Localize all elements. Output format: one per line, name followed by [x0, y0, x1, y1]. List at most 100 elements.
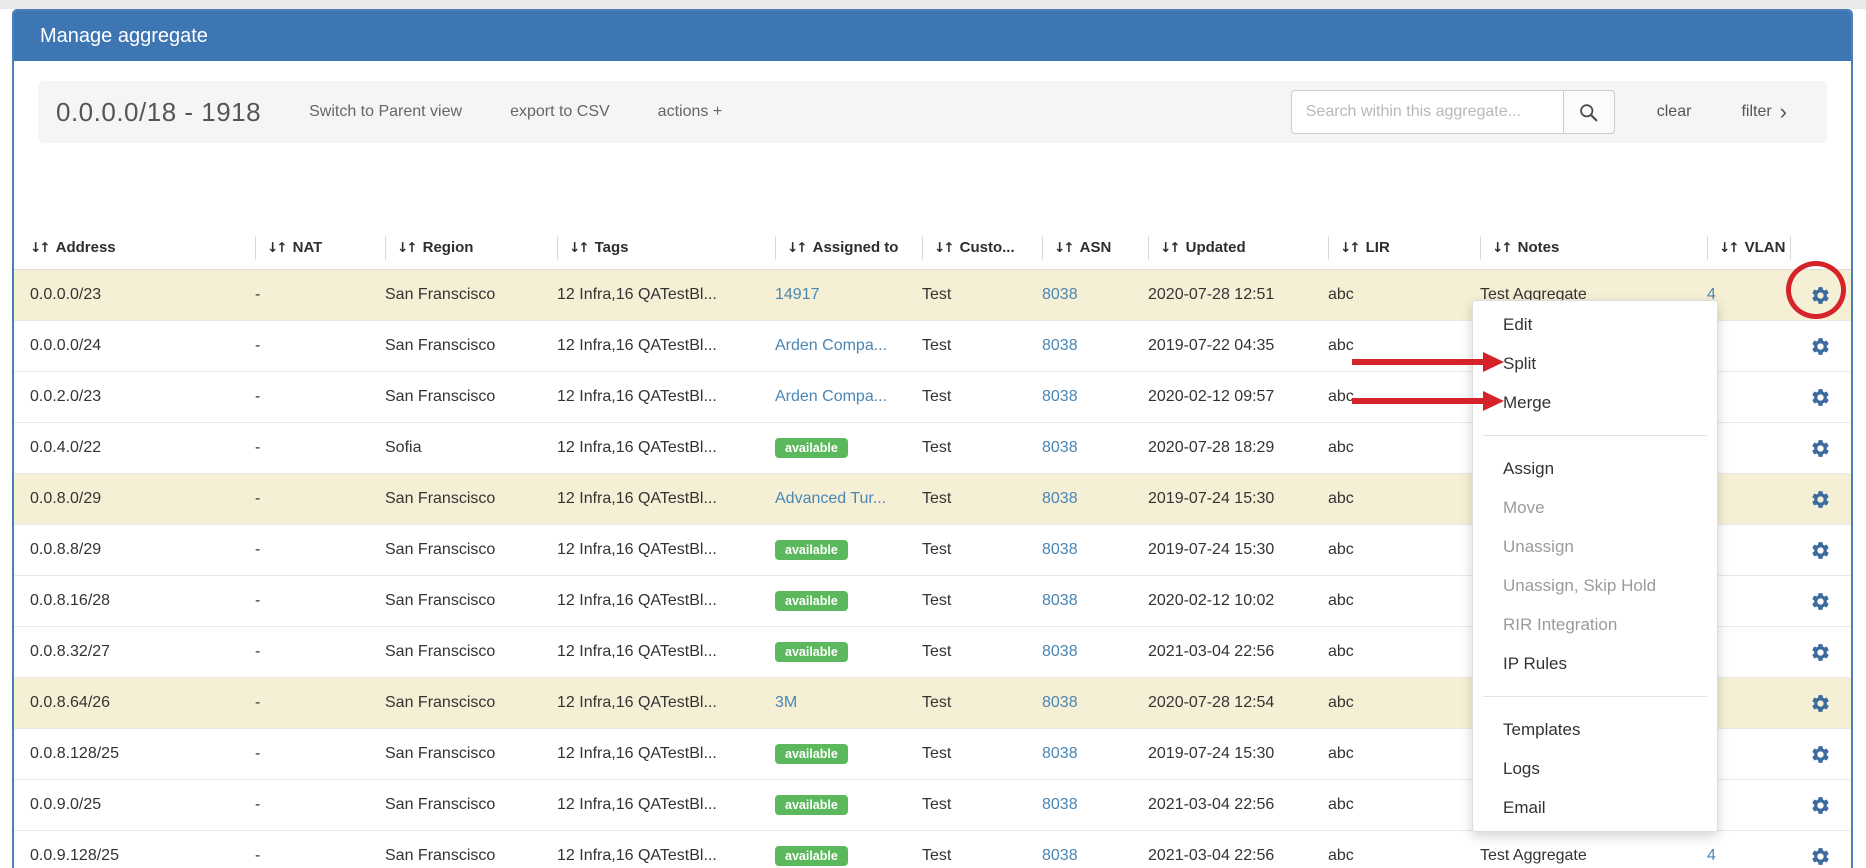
cell-nat: -	[255, 490, 385, 508]
row-actions-gear-icon[interactable]	[1810, 795, 1831, 816]
column-header-region[interactable]: ↓↑Region	[385, 236, 557, 260]
row-actions-gear-icon[interactable]	[1810, 387, 1831, 408]
row-actions-gear-icon[interactable]	[1810, 642, 1831, 663]
row-actions-gear-icon[interactable]	[1810, 438, 1831, 459]
cell-updated: 2020-02-12 10:02	[1148, 592, 1328, 610]
menu-item-split[interactable]: Split	[1473, 344, 1717, 383]
column-label: Address	[56, 239, 116, 256]
asn-link[interactable]: 8038	[1042, 490, 1078, 507]
menu-item-email[interactable]: Email	[1473, 788, 1717, 827]
row-actions-gear-icon[interactable]	[1810, 285, 1831, 306]
column-label: Region	[423, 239, 474, 256]
column-header-notes[interactable]: ↓↑Notes	[1480, 236, 1707, 260]
row-actions-gear-icon[interactable]	[1810, 336, 1831, 357]
cell-lir: abc	[1328, 847, 1480, 865]
assigned-to-link[interactable]: 3M	[775, 694, 797, 711]
assigned-to-link[interactable]: Arden Compa...	[775, 337, 887, 354]
vlan-link[interactable]: 4	[1707, 847, 1716, 864]
asn-link[interactable]: 8038	[1042, 745, 1078, 762]
asn-link[interactable]: 8038	[1042, 388, 1078, 405]
cell-updated: 2020-07-28 12:51	[1148, 286, 1328, 304]
available-badge: available	[775, 438, 848, 459]
menu-item-logs[interactable]: Logs	[1473, 749, 1717, 788]
cell-actions	[1790, 285, 1851, 306]
cell-assigned-to: available	[775, 846, 922, 867]
column-header-tags[interactable]: ↓↑Tags	[557, 236, 775, 260]
actions-menu-button[interactable]: actions +	[658, 103, 722, 121]
cell-region: San Franscisco	[385, 490, 557, 508]
cell-vlan: 4	[1707, 286, 1790, 304]
menu-item-templates[interactable]: Templates	[1473, 710, 1717, 749]
cell-tags: 12 Infra,16 QATestBl...	[557, 694, 775, 712]
cell-region: San Franscisco	[385, 286, 557, 304]
cell-nat: -	[255, 847, 385, 865]
clear-button[interactable]: clear	[1657, 103, 1692, 121]
asn-link[interactable]: 8038	[1042, 694, 1078, 711]
asn-link[interactable]: 8038	[1042, 541, 1078, 558]
sort-icon: ↓↑	[267, 240, 286, 256]
row-actions-gear-icon[interactable]	[1810, 540, 1831, 561]
cell-tags: 12 Infra,16 QATestBl...	[557, 847, 775, 865]
cell-region: San Franscisco	[385, 847, 557, 865]
cell-asn: 8038	[1042, 592, 1148, 610]
column-label: Assigned to	[813, 239, 899, 256]
row-actions-gear-icon[interactable]	[1810, 489, 1831, 510]
menu-item-edit[interactable]: Edit	[1473, 305, 1717, 344]
cell-actions	[1790, 438, 1851, 459]
sort-icon: ↓↑	[1492, 240, 1511, 256]
asn-link[interactable]: 8038	[1042, 796, 1078, 813]
search-input[interactable]	[1291, 90, 1563, 134]
column-header-updated[interactable]: ↓↑Updated	[1148, 236, 1328, 260]
menu-item-merge[interactable]: Merge	[1473, 383, 1717, 422]
menu-divider	[1483, 696, 1707, 697]
toolbar-right-group: clear filter ›	[1291, 90, 1787, 134]
asn-link[interactable]: 8038	[1042, 337, 1078, 354]
row-actions-gear-icon[interactable]	[1810, 744, 1831, 765]
cell-address: 0.0.0.0/23	[30, 286, 255, 304]
cell-actions	[1790, 540, 1851, 561]
switch-parent-view-button[interactable]: Switch to Parent view	[309, 103, 462, 121]
column-header-customer[interactable]: ↓↑Custo...	[922, 236, 1042, 260]
cell-customer: Test	[922, 643, 1042, 661]
cell-lir: abc	[1328, 439, 1480, 457]
asn-link[interactable]: 8038	[1042, 439, 1078, 456]
cell-asn: 8038	[1042, 643, 1148, 661]
export-csv-button[interactable]: export to CSV	[510, 103, 610, 121]
row-actions-gear-icon[interactable]	[1810, 591, 1831, 612]
menu-item-assign[interactable]: Assign	[1473, 449, 1717, 488]
cell-address: 0.0.8.128/25	[30, 745, 255, 763]
column-label: Tags	[595, 239, 629, 256]
available-badge: available	[775, 642, 848, 663]
cell-actions	[1790, 387, 1851, 408]
assigned-to-link[interactable]: 14917	[775, 286, 820, 303]
asn-link[interactable]: 8038	[1042, 847, 1078, 864]
assigned-to-link[interactable]: Advanced Tur...	[775, 490, 886, 507]
cell-nat: -	[255, 694, 385, 712]
cell-region: San Franscisco	[385, 337, 557, 355]
column-header-vlan[interactable]: ↓↑VLAN	[1707, 236, 1790, 260]
row-actions-gear-icon[interactable]	[1810, 846, 1831, 867]
cell-lir: abc	[1328, 541, 1480, 559]
cell-nat: -	[255, 286, 385, 304]
menu-item-move: Move	[1473, 488, 1717, 527]
column-header-nat[interactable]: ↓↑NAT	[255, 236, 385, 260]
assigned-to-link[interactable]: Arden Compa...	[775, 388, 887, 405]
asn-link[interactable]: 8038	[1042, 592, 1078, 609]
column-header-address[interactable]: ↓↑Address	[30, 236, 255, 260]
menu-divider	[1483, 435, 1707, 436]
column-header-assigned[interactable]: ↓↑Assigned to	[775, 236, 922, 260]
cell-asn: 8038	[1042, 286, 1148, 304]
filter-button[interactable]: filter ›	[1741, 103, 1787, 121]
row-actions-gear-icon[interactable]	[1810, 693, 1831, 714]
asn-link[interactable]: 8038	[1042, 643, 1078, 660]
search-icon	[1578, 102, 1599, 123]
menu-item-ip-rules[interactable]: IP Rules	[1473, 644, 1717, 683]
column-header-asn[interactable]: ↓↑ASN	[1042, 236, 1148, 260]
cell-customer: Test	[922, 490, 1042, 508]
asn-link[interactable]: 8038	[1042, 286, 1078, 303]
available-badge: available	[775, 795, 848, 816]
cell-actions	[1790, 693, 1851, 714]
column-header-lir[interactable]: ↓↑LIR	[1328, 236, 1480, 260]
cell-customer: Test	[922, 337, 1042, 355]
search-button[interactable]	[1563, 90, 1615, 134]
